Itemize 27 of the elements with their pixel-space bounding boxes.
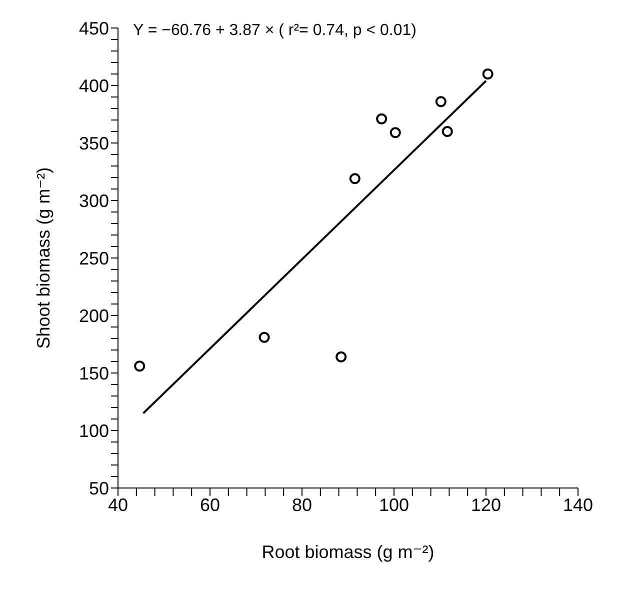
y-tick-label: 150 — [78, 363, 109, 384]
x-tick-label: 80 — [292, 494, 312, 515]
point — [349, 173, 360, 184]
y-tick-label: 250 — [78, 248, 109, 268]
x-tick-label: 140 — [562, 494, 594, 515]
point — [336, 351, 347, 362]
point — [134, 360, 146, 372]
y-tick-label: 400 — [78, 76, 109, 96]
x-tick-label: 40 — [108, 494, 128, 515]
annotation: Y = −60.76 + 3.87 × ( r²= 0.74, p < 0.01) — [133, 22, 416, 40]
x-tick-label: 100 — [378, 494, 410, 515]
y-tick-label: 450 — [78, 18, 109, 38]
y-tick-label: 200 — [78, 306, 109, 326]
y-tick-label: 350 — [78, 133, 109, 154]
y-axis-title: Shoot biomass (g m⁻²) — [33, 167, 54, 349]
point — [376, 113, 388, 124]
y-tick-label: 300 — [78, 190, 109, 211]
point — [442, 126, 453, 138]
x-tick-label: 60 — [200, 494, 220, 515]
point — [258, 332, 270, 343]
y-tick-label: 50 — [88, 478, 109, 498]
point — [390, 127, 401, 138]
y-tick-label: 100 — [78, 420, 109, 441]
x-tick-label: 120 — [470, 494, 502, 515]
x-axis-title: Root biomass (g m⁻²) — [262, 542, 434, 562]
point — [482, 68, 494, 80]
point — [435, 96, 446, 108]
